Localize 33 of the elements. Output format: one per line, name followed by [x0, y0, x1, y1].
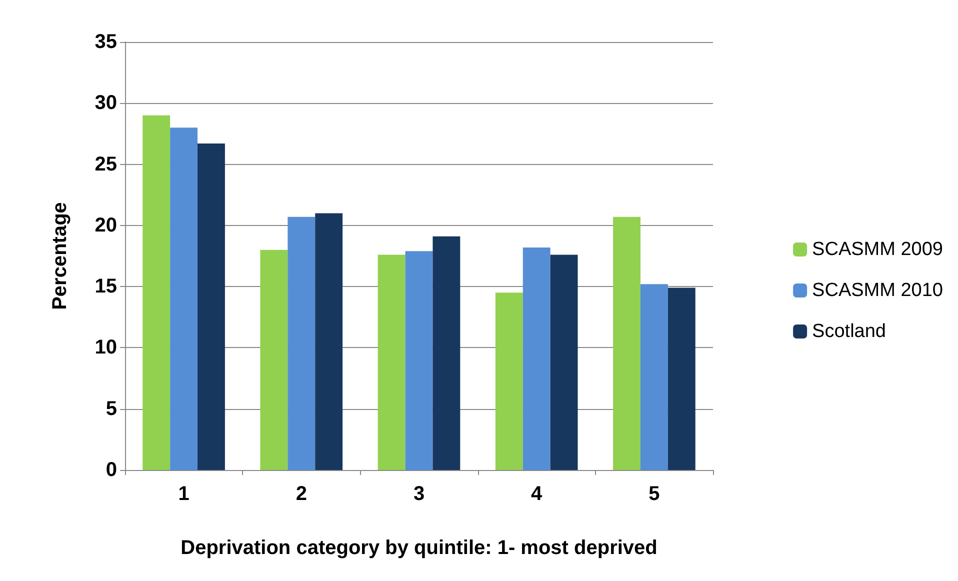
x-tick-label: 5	[648, 483, 660, 505]
bar	[640, 284, 668, 470]
bar	[170, 128, 198, 470]
x-tick-label: 3	[413, 483, 425, 505]
y-tick-label: 5	[106, 398, 117, 420]
legend-label: Scotland	[812, 321, 886, 342]
legend-label: SCASMM 2010	[812, 280, 944, 301]
bar	[613, 216, 640, 470]
bar	[495, 292, 523, 470]
y-tick-label: 30	[94, 92, 117, 114]
bar	[668, 288, 696, 470]
y-tick-label: 35	[94, 31, 117, 53]
bar	[288, 216, 316, 470]
legend-label: SCASMM 2009	[812, 239, 944, 260]
bar	[198, 143, 225, 470]
bar	[522, 247, 550, 470]
bar	[405, 251, 433, 470]
bar	[315, 213, 343, 470]
y-tick-label: 0	[106, 459, 117, 481]
bar	[142, 115, 170, 470]
y-tick-label: 15	[94, 276, 117, 298]
bar	[550, 254, 578, 470]
y-axis-title: Percentage	[49, 202, 71, 310]
y-tick-label: 25	[94, 153, 117, 176]
x-tick-label: 2	[296, 483, 307, 505]
x-tick-label: 1	[178, 483, 190, 505]
y-tick-label: 10	[94, 336, 117, 359]
x-axis-title: Deprivation category by quintile: 1- most deprived	[180, 537, 658, 559]
bar	[432, 236, 460, 470]
bar	[378, 254, 406, 470]
x-tick-label: 4	[531, 483, 544, 505]
bar	[260, 250, 288, 470]
y-tick-label: 20	[94, 214, 117, 236]
